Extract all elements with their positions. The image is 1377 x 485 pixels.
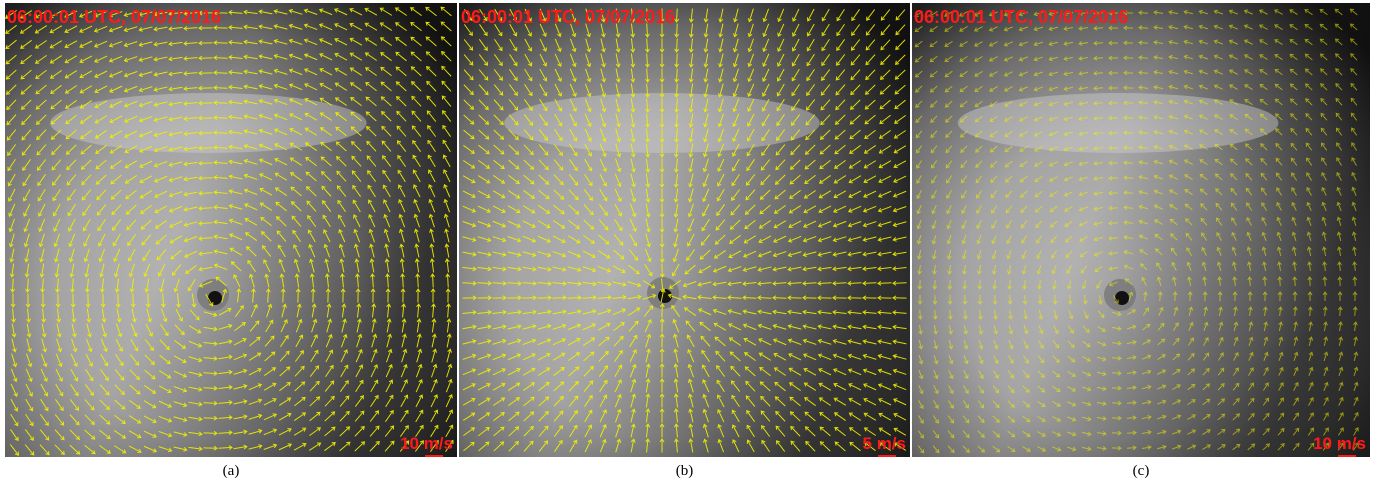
timestamp: 06:00:01 UTC, 07/07/2016: [461, 7, 675, 27]
panel: 06:00:01 UTC, 07/07/2016 10 m/s: [5, 3, 457, 457]
caption: (b): [676, 463, 694, 479]
dark-cloud-region: [459, 3, 910, 457]
scale-label: 10 m/s: [1313, 434, 1366, 453]
scale-label: 5 m/s: [863, 434, 906, 453]
caption: (a): [223, 463, 240, 479]
eye: [208, 291, 222, 305]
timestamp: 06:00:01 UTC, 07/07/2016: [914, 7, 1128, 27]
timestamp: 06:00:01 UTC, 07/07/2016: [7, 7, 221, 27]
scale-label: 10 m/s: [400, 434, 453, 453]
panel: 06:00:01 UTC, 07/07/2016 10 m/s: [912, 3, 1370, 457]
panel: 06:00:01 UTC, 07/07/2016 5 m/s: [459, 3, 910, 457]
figure: 06:00:01 UTC, 07/07/2016 10 m/s (a) 06:00:0…: [0, 0, 1377, 485]
caption: (c): [1133, 463, 1150, 479]
